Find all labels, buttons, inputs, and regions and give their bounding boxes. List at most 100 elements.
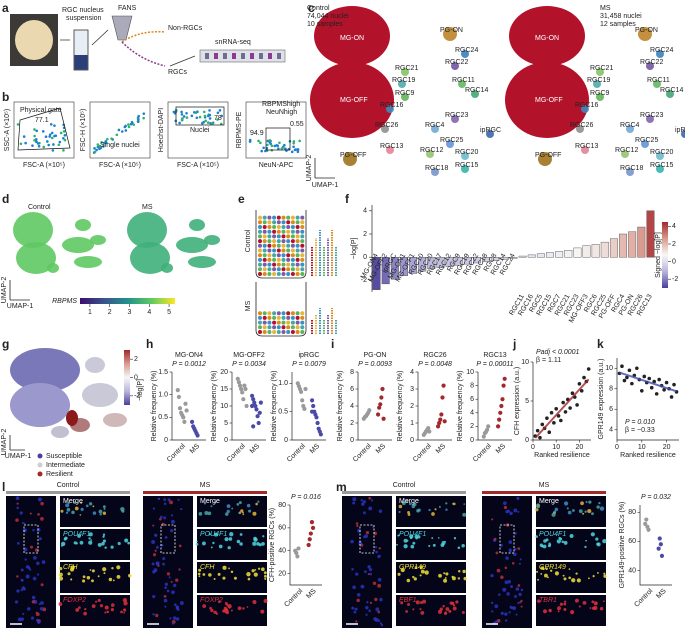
stain bbox=[31, 595, 36, 600]
stain bbox=[490, 573, 494, 578]
axis-label: Ranked resilience bbox=[534, 452, 590, 459]
nucleus bbox=[295, 229, 300, 234]
stain bbox=[252, 511, 257, 516]
stain bbox=[542, 609, 548, 614]
stain bbox=[375, 607, 380, 612]
nucleus bbox=[276, 248, 281, 253]
stain bbox=[368, 610, 371, 613]
umap-cluster bbox=[401, 93, 409, 101]
data-point bbox=[563, 410, 568, 414]
facs-event bbox=[208, 109, 211, 112]
nucleus bbox=[286, 311, 291, 316]
nucleus bbox=[258, 330, 262, 334]
colorbar-tick-label: 2 bbox=[672, 241, 676, 248]
cluster-label: ipRGC bbox=[675, 127, 685, 134]
nucleus bbox=[300, 325, 305, 330]
nucleus bbox=[286, 272, 291, 276]
nucleus bbox=[290, 272, 295, 276]
y-tick-label: 0 bbox=[363, 254, 367, 261]
y-tick-label: 10 bbox=[521, 359, 529, 366]
retina-section bbox=[143, 496, 193, 628]
data-point bbox=[236, 380, 241, 385]
data-point bbox=[249, 393, 255, 398]
data-point bbox=[500, 397, 505, 402]
stain bbox=[106, 611, 109, 614]
stain bbox=[228, 567, 230, 570]
data-point bbox=[252, 400, 257, 405]
data-point bbox=[498, 410, 503, 415]
y-tick-label: 4 bbox=[410, 369, 414, 376]
cluster-label: RGC26 bbox=[570, 122, 593, 129]
stain bbox=[210, 608, 214, 613]
umap-cluster bbox=[82, 383, 118, 407]
nucleus bbox=[272, 215, 277, 220]
nucleus bbox=[290, 262, 295, 267]
nucleus bbox=[258, 234, 262, 239]
colorbar-tick-label: 5 bbox=[167, 309, 171, 316]
facs-event bbox=[62, 136, 65, 140]
stain bbox=[374, 546, 378, 549]
stain bbox=[154, 533, 158, 537]
data-point bbox=[307, 537, 312, 542]
stain bbox=[364, 570, 367, 574]
stain bbox=[84, 608, 87, 611]
stain bbox=[36, 573, 40, 576]
umap-cluster bbox=[581, 146, 589, 154]
image-tile bbox=[396, 595, 466, 626]
bar bbox=[381, 257, 390, 285]
nucleus bbox=[290, 215, 295, 220]
stain bbox=[77, 534, 81, 538]
data-point bbox=[630, 381, 634, 386]
stain bbox=[553, 510, 557, 513]
panel-letter: m bbox=[336, 480, 347, 494]
umap-cluster bbox=[461, 50, 469, 58]
cluster-label: RGC20 bbox=[650, 149, 673, 156]
nucleus bbox=[290, 315, 295, 320]
stain bbox=[159, 515, 163, 519]
stain bbox=[368, 506, 373, 511]
chip-well bbox=[214, 53, 218, 59]
data-point bbox=[241, 397, 246, 402]
stain bbox=[198, 512, 203, 516]
stain bbox=[413, 502, 417, 507]
stain bbox=[542, 544, 547, 549]
stream-b bbox=[121, 41, 166, 67]
facs-event bbox=[62, 149, 65, 152]
tile-label: FOXP2 bbox=[63, 597, 86, 604]
facs-event bbox=[211, 122, 214, 125]
y-tick-label: 20 bbox=[278, 570, 286, 577]
stain bbox=[554, 507, 559, 512]
stain bbox=[65, 503, 70, 508]
stain bbox=[448, 609, 452, 613]
nucleus bbox=[258, 229, 262, 234]
stain bbox=[36, 561, 40, 566]
stain bbox=[414, 566, 418, 569]
umap-cluster bbox=[681, 130, 685, 138]
stain bbox=[16, 506, 19, 510]
stain bbox=[197, 572, 201, 576]
group-label: 31,458 nuclei bbox=[600, 13, 642, 20]
data-point bbox=[299, 389, 304, 394]
stain bbox=[89, 569, 92, 571]
cluster-label: PG-ON bbox=[635, 27, 658, 34]
data-point bbox=[309, 520, 315, 525]
nucleus bbox=[300, 330, 305, 334]
nucleus bbox=[290, 325, 295, 330]
nucleus bbox=[267, 325, 272, 330]
stain bbox=[445, 572, 449, 576]
data-point bbox=[438, 417, 443, 422]
y-tick-label: 4 bbox=[470, 410, 474, 417]
data-point bbox=[644, 517, 649, 522]
nucleus bbox=[286, 215, 291, 220]
stain bbox=[32, 528, 35, 532]
stain bbox=[154, 549, 157, 552]
data-point bbox=[497, 417, 502, 422]
facs-event bbox=[137, 118, 140, 121]
stain bbox=[419, 574, 422, 577]
facs-event bbox=[127, 125, 131, 129]
stain bbox=[31, 600, 35, 604]
cluster-label: RGC9 bbox=[395, 90, 415, 97]
tile-label: Merge bbox=[399, 498, 419, 505]
stain bbox=[28, 568, 32, 571]
facs-event bbox=[283, 143, 286, 147]
